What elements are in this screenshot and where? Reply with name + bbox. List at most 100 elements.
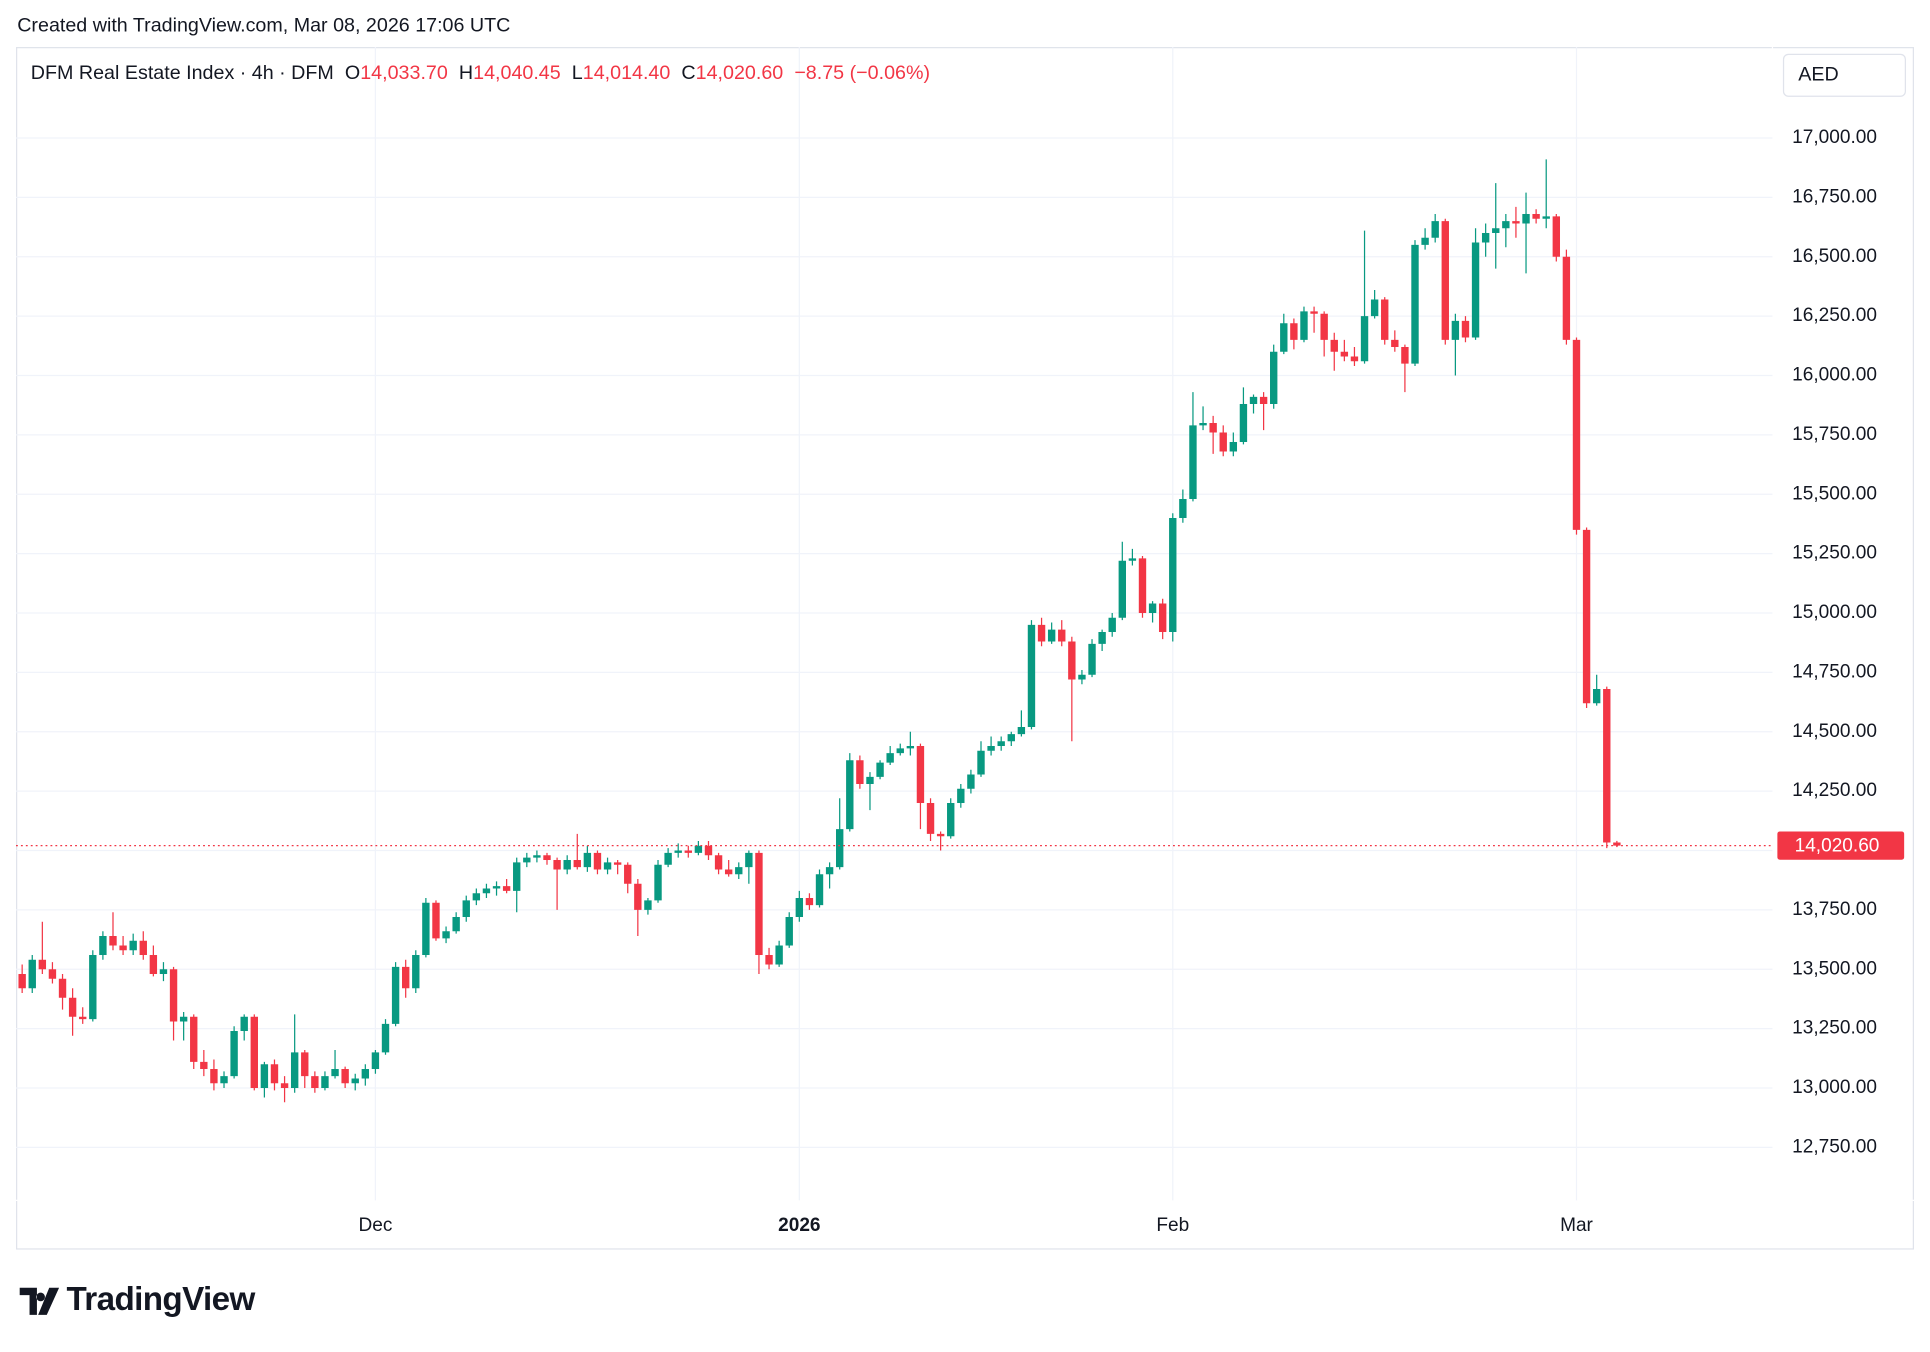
candle-body — [947, 803, 955, 837]
legend-text: −8.75 (−0.06%) — [794, 62, 930, 84]
y-tick-label: 13,750.00 — [1792, 899, 1877, 920]
logo: TradingView — [19, 1281, 256, 1318]
candle-body — [593, 852, 602, 870]
candle-body — [1492, 228, 1500, 233]
y-tick-label: 14,750.00 — [1792, 661, 1877, 682]
candle-body — [1098, 632, 1106, 644]
currency-box[interactable] — [1782, 53, 1906, 97]
candle-body — [1592, 689, 1601, 704]
legend-text: DFM Real Estate Index · 4h · DFM — [31, 62, 334, 84]
candle-body — [79, 1016, 87, 1020]
candle-body — [634, 883, 642, 910]
candle-body — [1562, 256, 1571, 340]
y-tick-label: 13,250.00 — [1792, 1018, 1877, 1039]
candle-body — [371, 1052, 380, 1070]
candle-body — [179, 1016, 188, 1022]
candle-body — [1512, 221, 1520, 224]
candle-body — [1350, 356, 1359, 362]
candle-body — [1310, 311, 1318, 314]
candle-body — [523, 857, 531, 863]
candle-body — [1259, 396, 1268, 404]
candle-body — [472, 893, 481, 901]
candle-body — [230, 1031, 238, 1077]
candle-body — [836, 829, 844, 868]
candle-body — [1128, 558, 1137, 561]
candle-body — [724, 869, 733, 875]
candle-body — [1370, 299, 1379, 317]
candle-body — [422, 902, 430, 956]
legend-text: O — [345, 62, 360, 84]
candle-body — [301, 1052, 309, 1077]
header: Created with TradingView.com, Mar 08, 20… — [17, 14, 510, 36]
candle-body — [916, 746, 925, 804]
candle-body — [775, 945, 783, 965]
candle-body — [886, 753, 894, 763]
candle-body — [967, 774, 975, 789]
y-tick-label: 15,250.00 — [1792, 543, 1877, 564]
candle-body — [28, 959, 36, 989]
candle-body — [311, 1076, 319, 1089]
candle-body — [1613, 842, 1621, 846]
candle-body — [1522, 213, 1530, 224]
candle-body — [1189, 425, 1197, 499]
candle-body — [1391, 339, 1399, 347]
candle-body — [492, 886, 501, 889]
candle-body — [755, 852, 763, 956]
candle-body — [866, 776, 874, 785]
chart-frame — [16, 47, 1914, 1250]
candle-body — [785, 917, 793, 946]
y-tick-label: 15,500.00 — [1792, 483, 1877, 504]
candle-body — [1037, 624, 1046, 642]
legend-text: H — [459, 62, 473, 84]
logo-icon — [19, 1287, 60, 1315]
y-tick-label: 12,750.00 — [1792, 1136, 1877, 1157]
candle-body — [1451, 320, 1460, 340]
y-tick-label: 16,750.00 — [1792, 186, 1877, 207]
candle-body — [704, 845, 713, 856]
candle-body — [260, 1064, 269, 1089]
candle-body — [1219, 432, 1227, 452]
candle-body — [1461, 320, 1470, 338]
candle-body — [1017, 727, 1026, 735]
legend-text: L — [572, 62, 583, 84]
candle-body — [68, 997, 77, 1017]
x-tick-label: Dec — [358, 1215, 392, 1236]
candle-body — [1088, 643, 1096, 675]
y-tick-label: 16,500.00 — [1792, 246, 1877, 267]
candle-body — [1552, 216, 1561, 257]
candle-body — [684, 850, 692, 853]
candle-body — [987, 746, 995, 751]
candle-body — [109, 936, 117, 946]
candle-body — [654, 864, 662, 901]
candle-body — [1481, 232, 1490, 243]
candle-body — [149, 955, 158, 975]
candle-body — [1320, 313, 1328, 340]
candle-body — [1330, 339, 1338, 352]
candle-body — [513, 862, 521, 891]
candle-body — [856, 760, 864, 785]
candle-body — [18, 974, 26, 989]
candle-body — [1582, 529, 1591, 704]
candle-body — [1138, 558, 1147, 614]
candle-body — [290, 1052, 299, 1089]
y-tick-label: 17,000.00 — [1792, 127, 1877, 148]
candle-body — [48, 969, 57, 979]
candle-body — [462, 900, 470, 918]
candle-body — [543, 855, 551, 861]
candle-body — [1502, 221, 1510, 229]
y-tick-label: 14,250.00 — [1792, 780, 1877, 801]
candle-body — [432, 902, 440, 939]
y-tick-label: 16,250.00 — [1792, 305, 1877, 326]
candle-body — [1058, 629, 1066, 642]
candle-body — [1542, 216, 1550, 219]
candle-body — [926, 803, 935, 834]
legend-text: 14,033.70 — [360, 62, 448, 84]
candle-body — [1158, 603, 1167, 633]
candle-body — [906, 746, 915, 749]
legend-text: 14,020.60 — [696, 62, 784, 84]
currency[interactable]: AED — [1798, 64, 1838, 86]
candle-body — [896, 748, 904, 754]
x-tick-label: 2026 — [778, 1215, 820, 1236]
candle-body — [1068, 641, 1076, 680]
